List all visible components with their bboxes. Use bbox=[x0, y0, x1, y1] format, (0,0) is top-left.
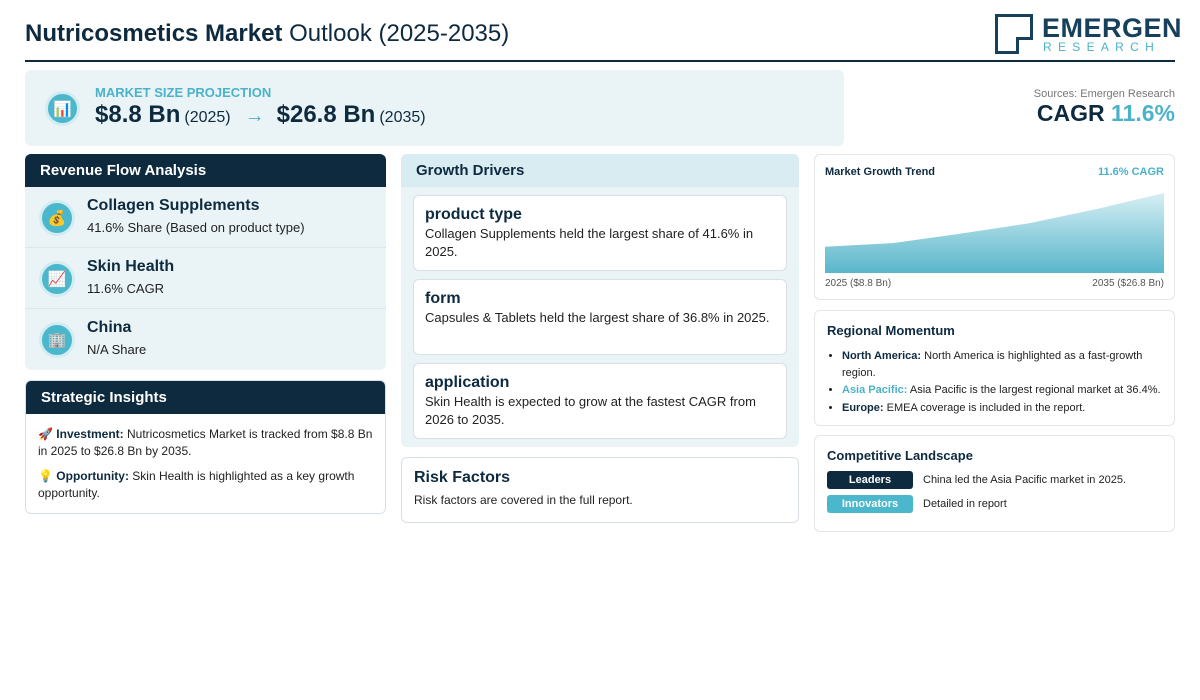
page-title-bold: Nutricosmetics Market bbox=[25, 20, 283, 47]
competitive-landscape-panel: Competitive Landscape Leaders China led … bbox=[814, 435, 1175, 532]
competitive-text: China led the Asia Pacific market in 202… bbox=[923, 474, 1127, 486]
risk-factors-panel: Risk Factors Risk factors are covered in… bbox=[401, 457, 799, 523]
revenue-flow-heading: Revenue Flow Analysis bbox=[25, 154, 386, 187]
insight-opportunity: 💡 Opportunity: Skin Health is highlighte… bbox=[26, 468, 385, 502]
competitive-text: Detailed in report bbox=[923, 498, 1007, 510]
risk-factors-text: Risk factors are covered in the full rep… bbox=[414, 493, 633, 507]
driver-card: form Capsules & Tablets held the largest… bbox=[413, 279, 787, 355]
growth-area-series bbox=[825, 193, 1164, 273]
leaders-badge: Leaders bbox=[827, 471, 913, 489]
projection-label: MARKET SIZE PROJECTION bbox=[95, 85, 272, 100]
region-name: North America: bbox=[842, 350, 922, 362]
page-title: Nutricosmetics Market Outlook (2025-2035… bbox=[25, 20, 509, 48]
revenue-item-subtitle: 11.6% CAGR bbox=[87, 281, 165, 296]
rocket-icon: 🚀 bbox=[38, 427, 53, 441]
risk-factors-title: Risk Factors bbox=[414, 469, 511, 486]
cagr-value: 11.6% bbox=[1111, 100, 1175, 126]
projection-values: $8.8 Bn (2025) → $26.8 Bn (2035) bbox=[95, 101, 426, 129]
insight-investment: 🚀 Investment: Nutricosmetics Market is t… bbox=[26, 426, 385, 460]
market-growth-trend-panel: Market Growth Trend 11.6% CAGR 2025 ($8.… bbox=[814, 154, 1175, 300]
trend-start-label: 2025 ($8.8 Bn) bbox=[825, 278, 892, 289]
insight-label: Investment: bbox=[56, 427, 124, 441]
lightbulb-icon: 💡 bbox=[38, 469, 53, 483]
page-header: Nutricosmetics Market Outlook (2025-2035… bbox=[25, 0, 1182, 62]
driver-text: Skin Health is expected to grow at the f… bbox=[425, 394, 756, 427]
regional-list: North America: North America is highligh… bbox=[827, 348, 1162, 416]
strategic-insights-heading: Strategic Insights bbox=[26, 381, 385, 414]
cagr-label: CAGR bbox=[1036, 100, 1112, 126]
market-size-projection: 📊 MARKET SIZE PROJECTION $8.8 Bn (2025) → $… bbox=[25, 70, 844, 146]
building-icon: 🏢 bbox=[39, 322, 75, 358]
region-text: Asia Pacific is the largest regional mar… bbox=[907, 384, 1161, 396]
strategic-insights-panel: Strategic Insights 🚀 Investment: Nutrico… bbox=[25, 380, 386, 514]
projection-end-year: (2035) bbox=[379, 109, 426, 126]
revenue-item: 🏢 China N/A Share bbox=[25, 309, 386, 370]
growth-drivers-heading: Growth Drivers bbox=[401, 154, 799, 187]
revenue-item-subtitle: 41.6% Share (Based on product type) bbox=[87, 220, 305, 235]
region-text: EMEA coverage is included in the report. bbox=[883, 401, 1086, 414]
growth-area-chart bbox=[825, 193, 1164, 273]
revenue-item-title: China bbox=[87, 319, 132, 336]
insight-label: Opportunity: bbox=[56, 469, 129, 483]
competitive-row: Leaders China led the Asia Pacific marke… bbox=[827, 471, 1126, 489]
sources-note: Sources: Emergen Research bbox=[1033, 88, 1175, 100]
driver-title: application bbox=[425, 374, 510, 391]
projection-start-value: $8.8 Bn bbox=[95, 101, 181, 128]
projection-end-value: $26.8 Bn bbox=[276, 101, 376, 128]
region-item: North America: North America is highligh… bbox=[842, 348, 1162, 381]
revenue-flow-panel: Revenue Flow Analysis 💰 Collagen Supplem… bbox=[25, 154, 386, 370]
logo-subtitle: RESEARCH bbox=[1043, 40, 1161, 54]
competitive-landscape-title: Competitive Landscape bbox=[827, 448, 973, 463]
trend-end-label: 2035 ($26.8 Bn) bbox=[1092, 278, 1164, 289]
regional-momentum-title: Regional Momentum bbox=[827, 323, 955, 338]
logo-mark-icon bbox=[995, 14, 1033, 54]
innovators-badge: Innovators bbox=[827, 495, 913, 513]
revenue-item: 💰 Collagen Supplements 41.6% Share (Base… bbox=[25, 187, 386, 248]
bar-chart-icon: 📊 bbox=[45, 91, 80, 126]
insight-text: Nutricosmetics Market is tracked from $8… bbox=[38, 427, 373, 458]
trend-up-icon: 📈 bbox=[39, 261, 75, 297]
driver-card: application Skin Health is expected to g… bbox=[413, 363, 787, 439]
emergen-logo: EMERGEN RESEARCH bbox=[995, 13, 1182, 56]
insight-text: Skin Health is highlighted as a key grow… bbox=[38, 469, 355, 500]
driver-text: Capsules & Tablets held the largest shar… bbox=[425, 310, 770, 325]
money-bag-icon: 💰 bbox=[39, 200, 75, 236]
trend-cagr: 11.6% CAGR bbox=[1097, 166, 1164, 178]
regional-momentum-panel: Regional Momentum North America: North A… bbox=[814, 310, 1175, 426]
projection-start-year: (2025) bbox=[184, 109, 231, 126]
page-title-rest: Outlook (2025-2035) bbox=[282, 20, 510, 47]
revenue-item-subtitle: N/A Share bbox=[87, 342, 147, 357]
logo-wordmark: EMERGEN bbox=[1042, 13, 1183, 43]
region-item: Asia Pacific: Asia Pacific is the larges… bbox=[842, 382, 1162, 399]
driver-title: form bbox=[425, 290, 461, 307]
cagr-summary: CAGR 11.6% bbox=[1037, 100, 1175, 127]
driver-title: product type bbox=[425, 206, 522, 223]
competitive-row: Innovators Detailed in report bbox=[827, 495, 1007, 513]
growth-drivers-panel: Growth Drivers product type Collagen Sup… bbox=[401, 154, 799, 447]
revenue-item: 📈 Skin Health 11.6% CAGR bbox=[25, 248, 386, 309]
region-item: Europe: EMEA coverage is included in the… bbox=[842, 400, 1162, 417]
driver-text: Collagen Supplements held the largest sh… bbox=[425, 226, 754, 259]
revenue-item-title: Collagen Supplements bbox=[87, 197, 260, 214]
driver-card: product type Collagen Supplements held t… bbox=[413, 195, 787, 271]
trend-title: Market Growth Trend bbox=[825, 166, 936, 178]
region-name: Asia Pacific: bbox=[842, 384, 908, 396]
region-name: Europe: bbox=[842, 401, 884, 414]
revenue-item-title: Skin Health bbox=[87, 258, 175, 275]
arrow-right-icon: → bbox=[244, 105, 265, 127]
region-text: North America is highlighted as a fast-g… bbox=[842, 350, 1143, 379]
